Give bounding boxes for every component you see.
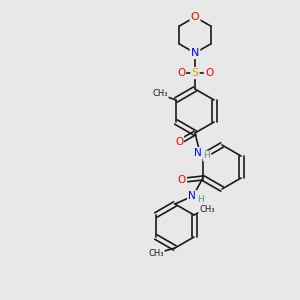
Text: H: H bbox=[198, 196, 204, 205]
Text: O: O bbox=[205, 68, 213, 78]
Text: N: N bbox=[188, 191, 196, 201]
Text: O: O bbox=[178, 175, 186, 185]
Text: CH₃: CH₃ bbox=[199, 205, 215, 214]
Text: N: N bbox=[191, 48, 199, 58]
Text: O: O bbox=[177, 68, 185, 78]
Text: CH₃: CH₃ bbox=[152, 89, 168, 98]
Text: O: O bbox=[175, 137, 183, 147]
Text: H: H bbox=[204, 152, 210, 160]
Text: CH₃: CH₃ bbox=[148, 248, 164, 257]
Text: O: O bbox=[190, 12, 200, 22]
Text: N: N bbox=[194, 148, 202, 158]
Text: S: S bbox=[191, 68, 199, 78]
